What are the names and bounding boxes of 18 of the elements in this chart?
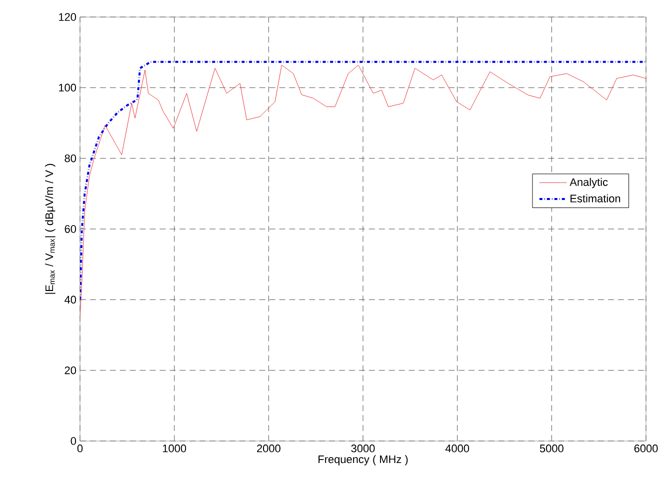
x-tick-label: 2000 bbox=[257, 444, 280, 452]
y-tick-label: 20 bbox=[64, 366, 76, 374]
y-tick-label: 60 bbox=[64, 225, 76, 233]
legend-label: Estimation bbox=[570, 194, 620, 202]
x-tick-label: 3000 bbox=[351, 444, 375, 452]
x-tick-label: 6000 bbox=[634, 444, 658, 452]
y-axis-title: |E$_{max}$ / V$_{max}$| ( dBμV/m / V ) bbox=[45, 164, 56, 294]
x-tick-label: 4000 bbox=[445, 444, 470, 452]
x-tick-label: 1000 bbox=[162, 444, 186, 452]
y-tick-label: 0 bbox=[70, 437, 76, 445]
legend-label: Analytic bbox=[570, 178, 608, 188]
x-axis-title: Frequency ( MHz ) bbox=[318, 455, 408, 466]
y-tick-label: 120 bbox=[59, 13, 76, 21]
y-tick-label: 100 bbox=[59, 84, 76, 92]
x-tick-label: 0 bbox=[77, 444, 83, 452]
y-tick-label: 80 bbox=[64, 154, 76, 162]
y-tick-label: 40 bbox=[64, 296, 76, 304]
x-tick-label: 5000 bbox=[540, 444, 564, 452]
